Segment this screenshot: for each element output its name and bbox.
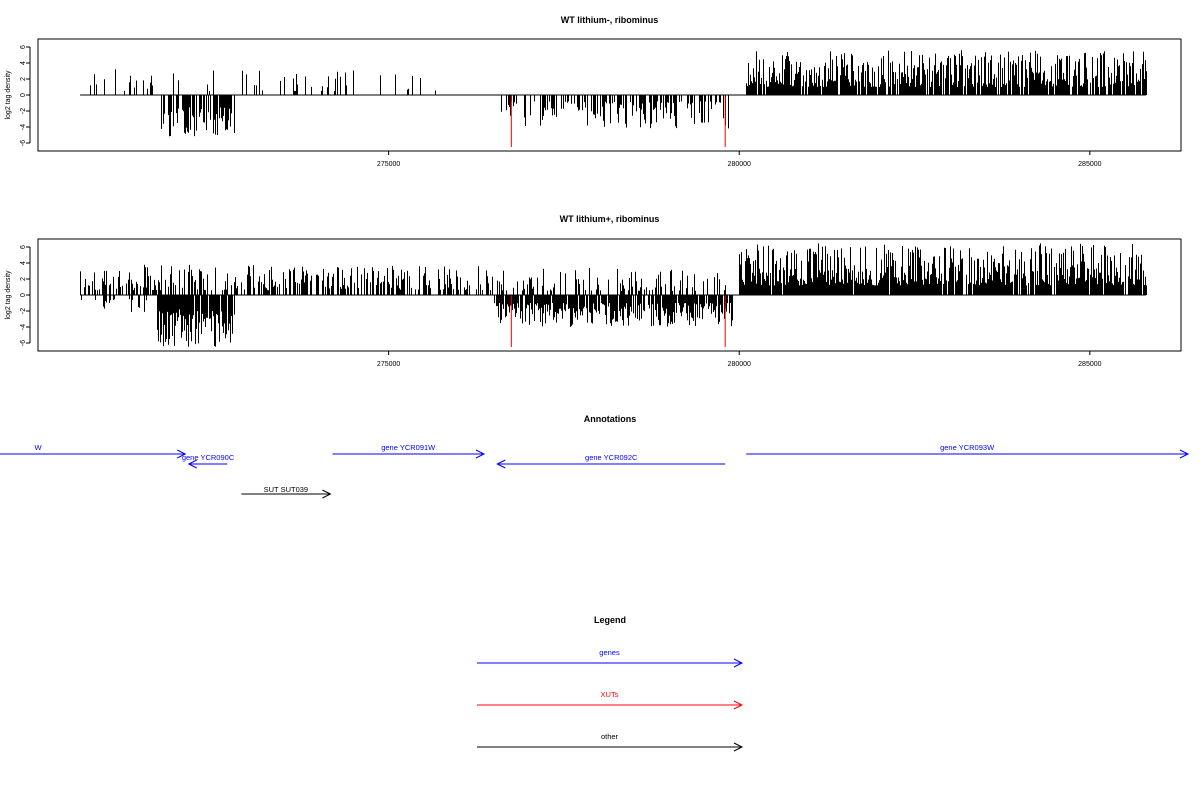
y-axis-label: log2 tag density <box>5 270 12 320</box>
y-tick-label: 4 <box>20 61 27 65</box>
legend-label: other <box>601 732 619 741</box>
feature-arrow-head <box>187 459 197 469</box>
y-tick-label: 6 <box>20 45 27 49</box>
signal-bars <box>90 50 1147 137</box>
feature-arrow-head <box>496 459 506 469</box>
legend-label: genes <box>599 648 620 657</box>
y-axis-label: log2 tag density <box>5 70 12 120</box>
y-tick-label: 0 <box>20 93 27 97</box>
track-panel-lithium-plus: WT lithium+, ribominus log2 tag density … <box>5 214 1182 368</box>
feature-arrow-head <box>475 449 486 459</box>
xut-highlight-lines <box>510 295 726 347</box>
plot-frame <box>37 38 1182 152</box>
legend-item: other <box>477 732 744 752</box>
legend-arrow-head <box>733 742 744 752</box>
legend-panel: Legend genes XUTs other <box>477 615 744 752</box>
xut-highlight-lines <box>510 95 726 147</box>
annotation-feature: gene YCR091W <box>332 443 486 459</box>
feature-label: gene YCR093W <box>940 443 995 452</box>
annotation-feature: gene YCR093W <box>746 443 1190 459</box>
feature-arrow-head <box>322 489 332 499</box>
signal-bar-set <box>90 50 1147 137</box>
x-tick-label: 275000 <box>377 361 400 368</box>
annotation-feature: gene YCR092C <box>496 453 726 469</box>
legend-arrow-head <box>733 658 744 668</box>
y-tick-label: -2 <box>20 108 27 114</box>
plot-frame <box>37 238 1182 352</box>
track-panel-lithium-minus: WT lithium-, ribominus log2 tag density … <box>5 15 1182 168</box>
x-tick-label: 275000 <box>377 161 400 168</box>
y-tick-label: 2 <box>20 277 27 281</box>
feature-label: gene YCR091W <box>381 443 436 452</box>
y-tick-label: 4 <box>20 261 27 265</box>
y-tick-label: -2 <box>20 308 27 314</box>
feature-arrow-head <box>1179 449 1190 459</box>
chart-title: WT lithium-, ribominus <box>561 15 659 25</box>
feature-label: SUT SUT039 <box>264 485 308 494</box>
y-tick-label: -4 <box>20 124 27 130</box>
feature-label: gene YCR090C <box>182 453 235 462</box>
annotation-feature: gene YCR090C <box>182 453 235 469</box>
legend-items: genes XUTs other <box>477 648 744 752</box>
x-tick-label: 285000 <box>1078 361 1101 368</box>
y-tick-label: 2 <box>20 77 27 81</box>
legend-title: Legend <box>594 615 626 625</box>
feature-label: gene YCR092C <box>585 453 638 462</box>
y-tick-label: 6 <box>20 245 27 249</box>
feature-arrow-head <box>177 449 187 459</box>
feature-label: W <box>34 443 42 452</box>
y-tick-label: 0 <box>20 293 27 297</box>
annotation-feature: W <box>0 443 187 459</box>
x-tick-label: 280000 <box>728 161 751 168</box>
y-axis: -6 -4 -2 0 2 4 6 <box>20 245 31 346</box>
annotations-title: Annotations <box>584 414 637 424</box>
y-tick-label: -6 <box>20 140 27 146</box>
x-axis: 275000 280000 285000 <box>377 151 1102 168</box>
legend-label: XUTs <box>601 690 619 699</box>
legend-item: genes <box>477 648 744 668</box>
legend-item: XUTs <box>477 690 744 710</box>
annotation-feature: SUT SUT039 <box>241 485 332 499</box>
y-axis: -6 -4 -2 0 2 4 6 <box>20 45 31 146</box>
x-tick-label: 280000 <box>728 361 751 368</box>
y-tick-label: -6 <box>20 340 27 346</box>
x-tick-label: 285000 <box>1078 161 1101 168</box>
chart-title: WT lithium+, ribominus <box>560 214 660 224</box>
y-tick-label: -4 <box>20 324 27 330</box>
legend-arrow-head <box>733 700 744 710</box>
x-axis: 275000 280000 285000 <box>377 351 1102 368</box>
